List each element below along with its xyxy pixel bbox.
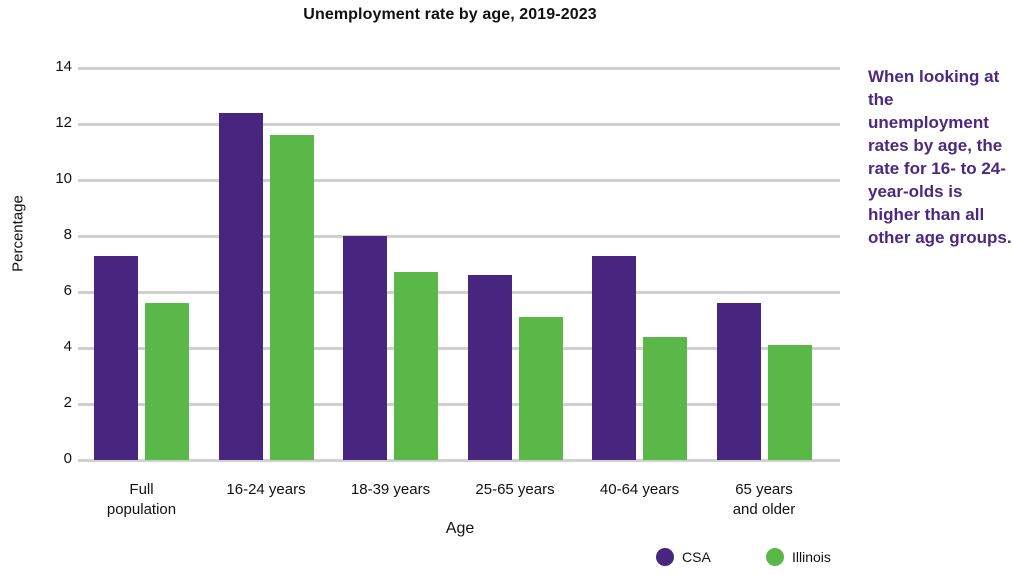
bar-illinois: [767, 345, 812, 460]
legend-label: CSA: [682, 549, 711, 565]
plot-area: [78, 67, 840, 462]
x-axis-label: Age: [445, 520, 475, 537]
y-tick-label: 0: [63, 450, 72, 467]
y-tick-label: 12: [55, 114, 72, 131]
gridline: [78, 179, 840, 182]
gridline: [78, 291, 840, 294]
y-axis-label: Percentage: [9, 195, 27, 272]
gridline: [78, 123, 840, 126]
legend-swatch-icon: [656, 548, 674, 566]
bar-illinois: [394, 272, 438, 460]
x-tick-label: Full population: [106, 481, 177, 518]
gridline: [78, 347, 840, 350]
bar-csa: [218, 112, 263, 460]
bar-illinois: [269, 135, 314, 460]
gridline: [78, 235, 840, 238]
gridline: [78, 67, 840, 70]
annotation-text: When looking at the unemployment rates b…: [868, 67, 1012, 247]
y-tick-label: 14: [55, 58, 72, 75]
bar-csa: [343, 236, 387, 460]
chart-title: Unemployment rate by age, 2019-2023: [303, 6, 597, 23]
y-tick-label: 8: [63, 226, 72, 243]
gridline: [78, 459, 840, 462]
bar-illinois: [643, 336, 687, 460]
y-tick-label: 10: [55, 170, 72, 187]
bar-csa: [467, 275, 512, 460]
gridline: [78, 403, 840, 406]
x-tick-label: 65 years and older: [732, 481, 796, 518]
y-tick-label: 4: [63, 338, 72, 355]
x-tick-label: 25-65 years: [475, 481, 555, 498]
y-tick-label: 2: [63, 394, 72, 411]
x-tick-label: 18-39 years: [350, 481, 431, 498]
x-tick-label: 40-64 years: [599, 481, 680, 498]
legend-label: Illinois: [792, 549, 831, 565]
bar-csa: [716, 303, 761, 460]
x-tick-label: 16-24 years: [226, 481, 306, 498]
bar-illinois: [518, 317, 563, 460]
y-tick-label: 6: [63, 282, 72, 299]
legend-item-illinois: Illinois: [766, 548, 831, 566]
bar-csa: [94, 255, 138, 460]
legend-item-csa: CSA: [656, 548, 711, 566]
bar-illinois: [145, 303, 189, 460]
legend-swatch-icon: [766, 548, 784, 566]
bar-csa: [592, 255, 636, 460]
